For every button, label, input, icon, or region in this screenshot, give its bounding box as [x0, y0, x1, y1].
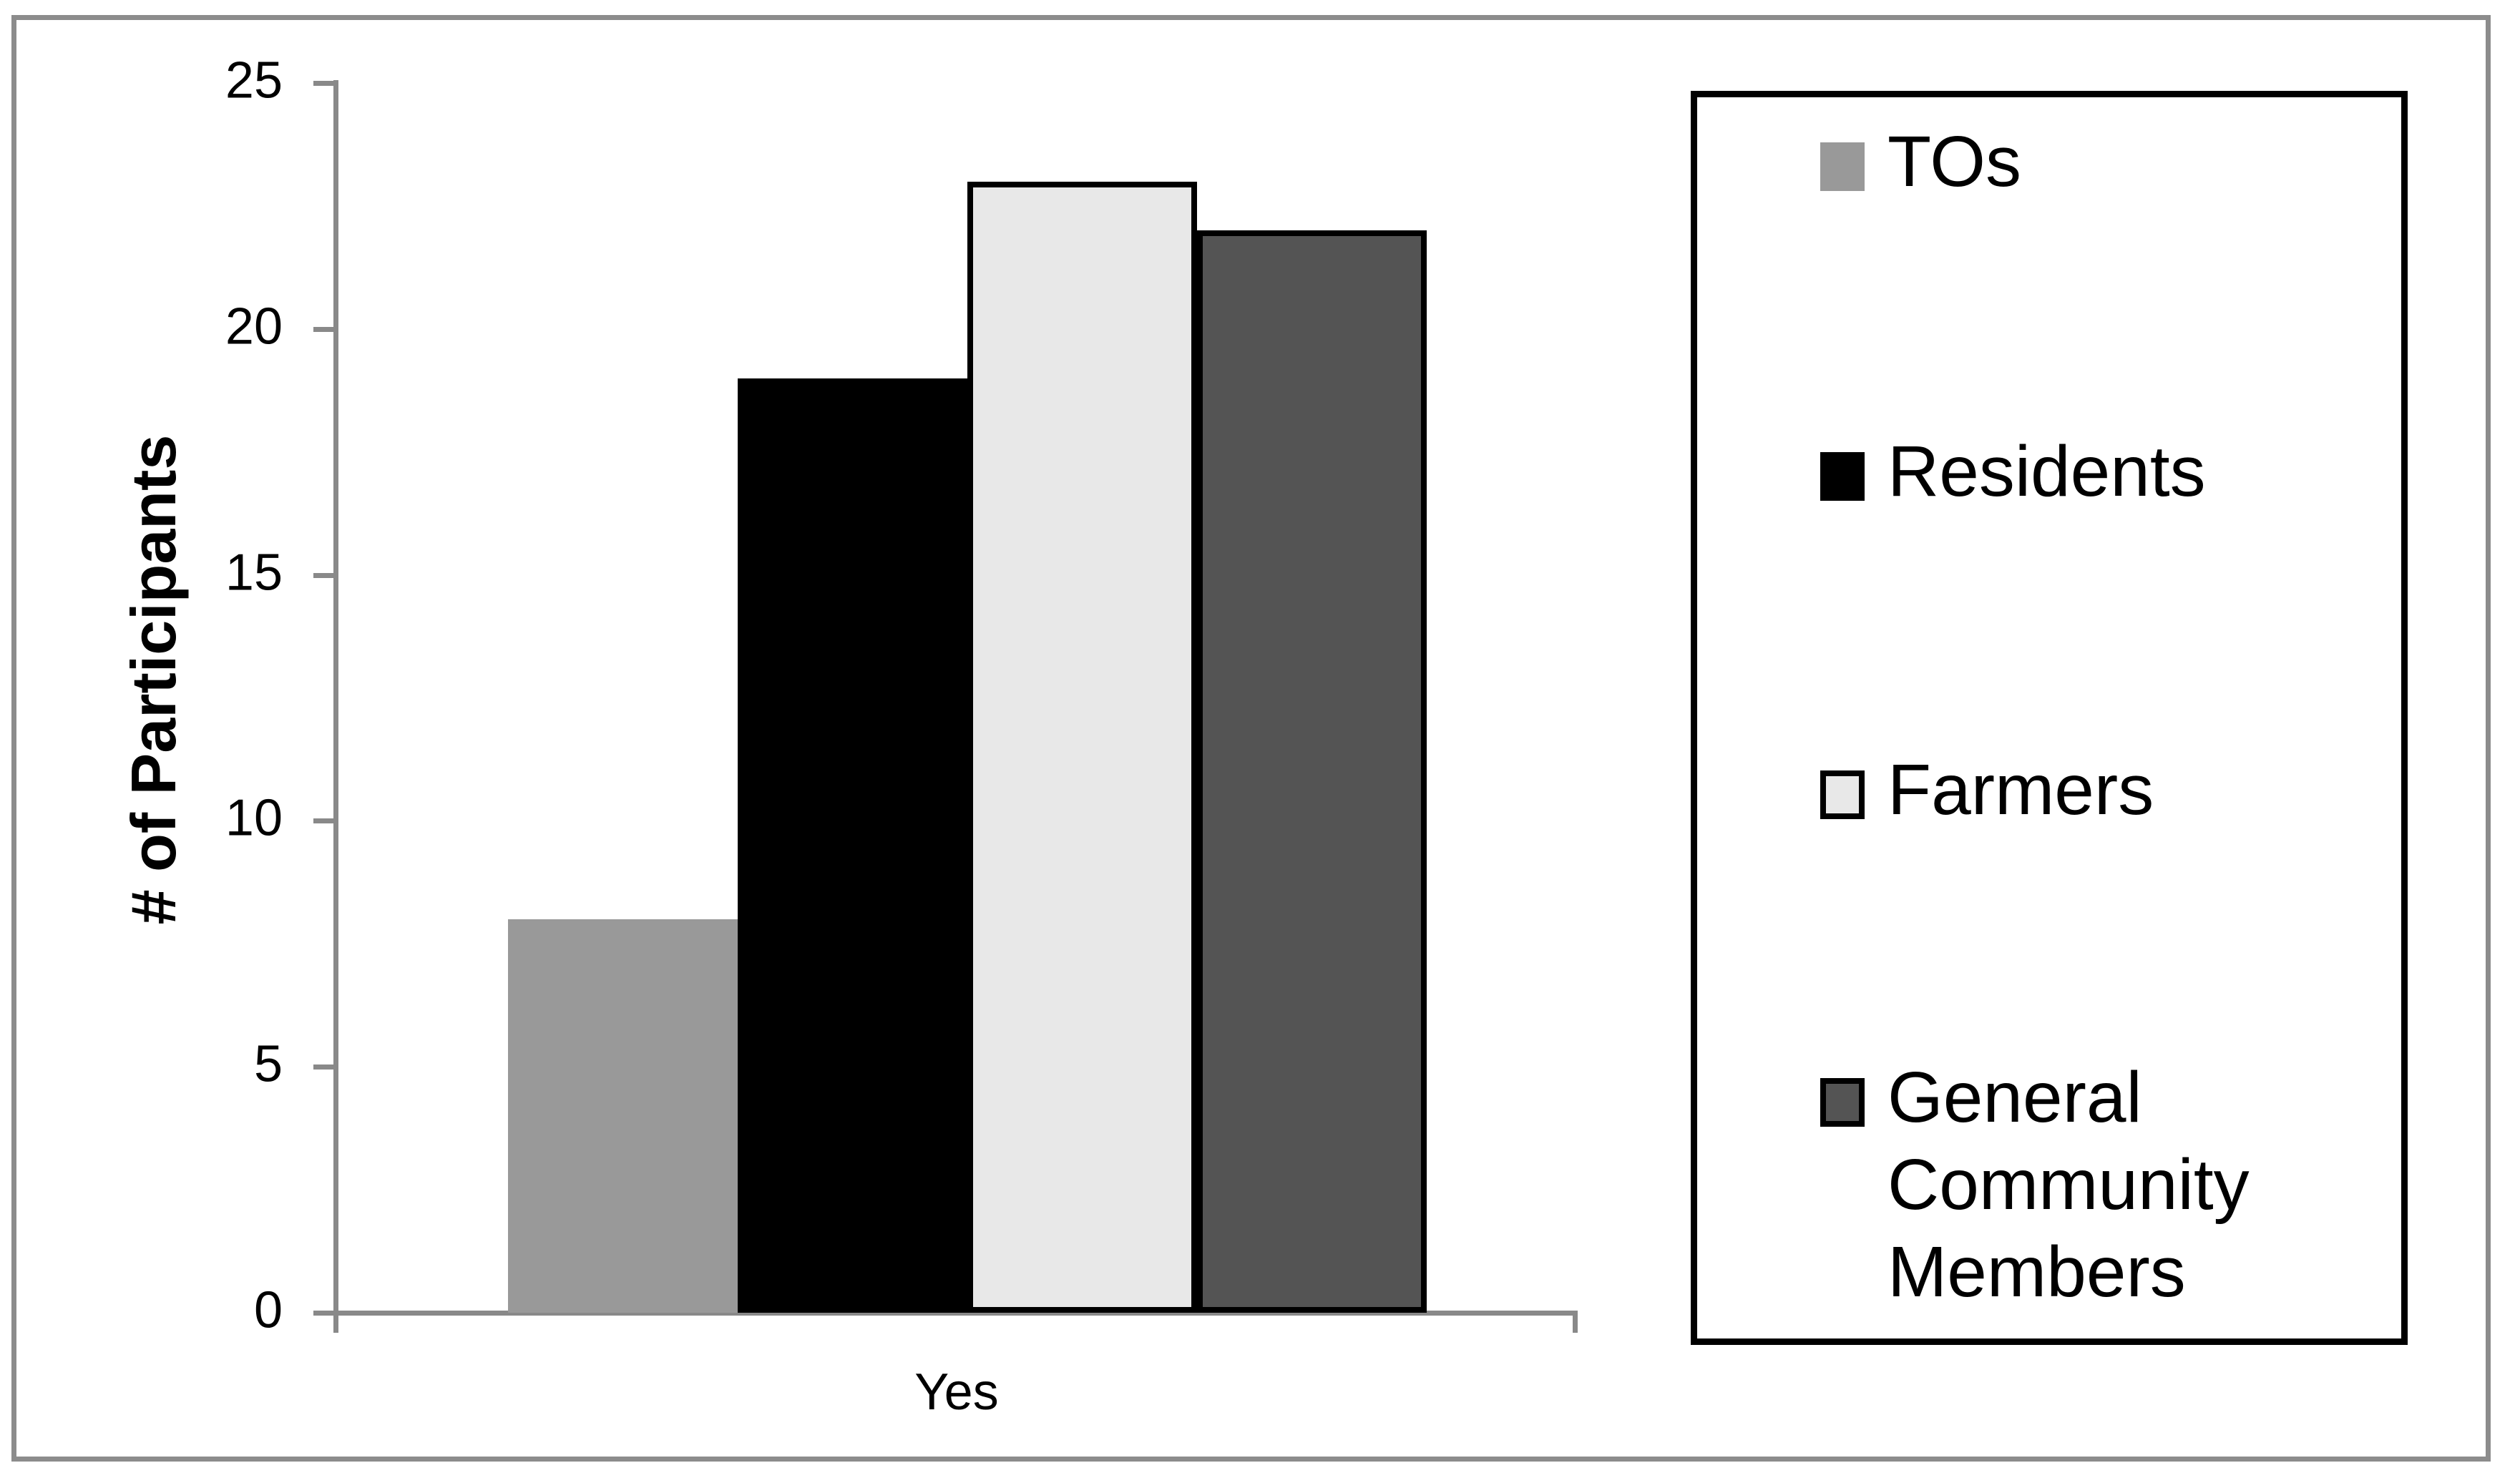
- bar-residents: [738, 378, 967, 1313]
- legend-item-residents: Residents: [1820, 428, 2206, 515]
- y-tick-mark-10: [313, 818, 333, 824]
- legend-item-tos: TOs: [1820, 118, 2021, 205]
- legend-label-residents: Residents: [1887, 431, 2206, 512]
- figure-border: [11, 15, 2491, 1462]
- legend-label-farmers: Farmers: [1887, 750, 2154, 830]
- legend-item-general-community-members: General Community Members: [1820, 1054, 2345, 1316]
- y-tick-label-10: 10: [225, 790, 283, 848]
- x-category-label: Yes: [914, 1364, 999, 1421]
- y-axis-title: # of Participants: [118, 434, 189, 925]
- legend-item-farmers: Farmers: [1820, 746, 2154, 833]
- x-axis-line: [333, 1311, 1578, 1316]
- legend-label-general-community-members: General Community Members: [1887, 1057, 2250, 1312]
- x-axis-end-tick: [1573, 1313, 1578, 1333]
- bar-farmers: [967, 181, 1197, 1313]
- y-tick-label-5: 5: [253, 1035, 283, 1093]
- y-tick-mark-25: [313, 81, 333, 86]
- bar-general-community-members: [1197, 230, 1427, 1313]
- y-tick-mark-0: [313, 1311, 333, 1316]
- legend-box: TOs Residents Farmers General Community Mem…: [1691, 91, 2408, 1345]
- legend-swatch-general-community-members: [1820, 1078, 1865, 1127]
- y-tick-mark-20: [313, 326, 333, 332]
- legend-swatch-residents: [1820, 452, 1865, 501]
- y-tick-mark-5: [313, 1064, 333, 1070]
- bar-tos: [508, 919, 738, 1313]
- y-tick-label-20: 20: [225, 298, 283, 356]
- legend-swatch-tos: [1820, 142, 1865, 191]
- y-tick-label-15: 15: [225, 544, 283, 602]
- y-tick-mark-15: [313, 572, 333, 578]
- y-axis-line: [333, 80, 338, 1333]
- y-tick-label-25: 25: [225, 52, 283, 109]
- y-tick-label-0: 0: [253, 1281, 283, 1339]
- legend-swatch-farmers: [1820, 770, 1865, 819]
- legend-label-tos: TOs: [1887, 122, 2022, 202]
